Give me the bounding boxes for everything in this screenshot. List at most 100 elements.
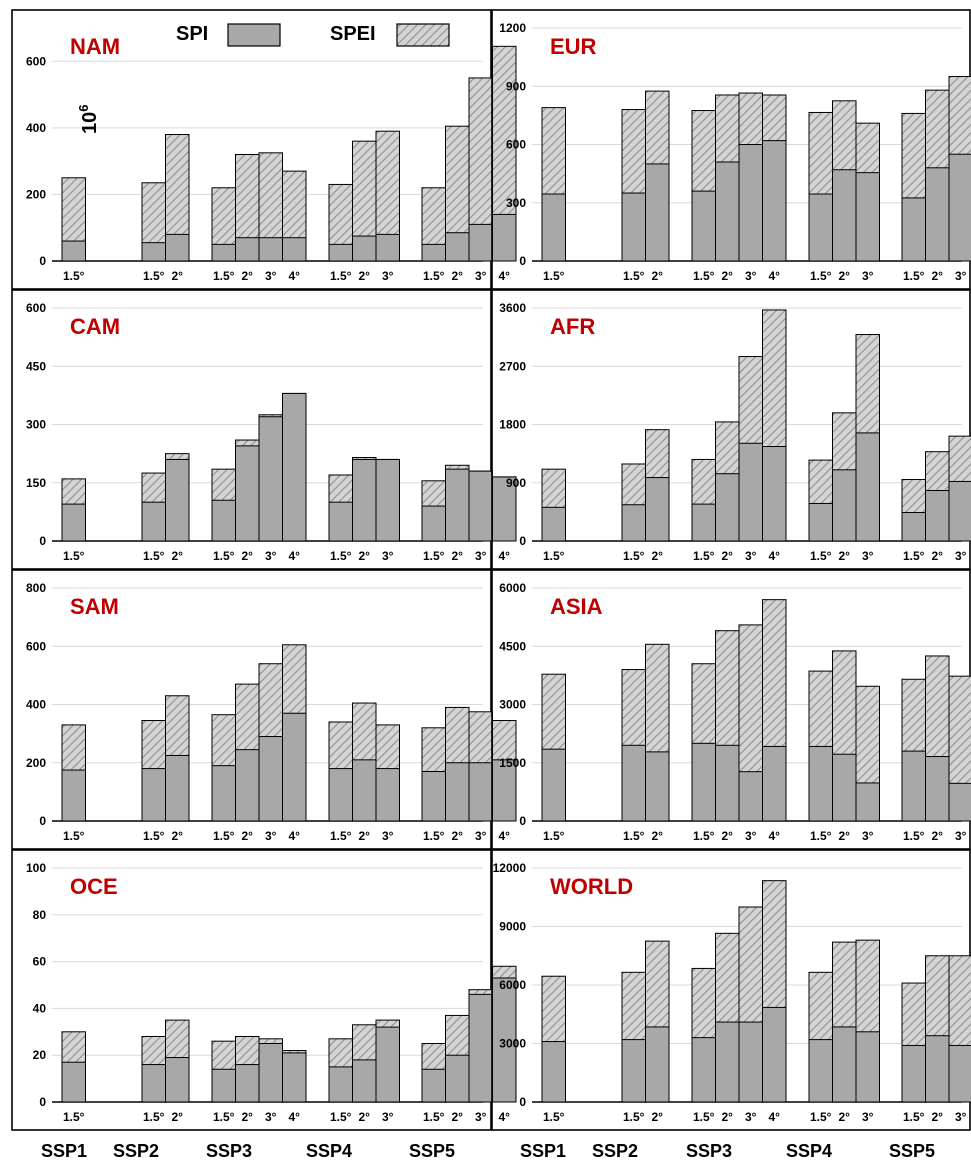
ssp-label-ssp4: SSP4 [786, 1141, 832, 1161]
panel-afr-spi-bar [762, 446, 787, 542]
ssp-label-ssp5: SSP5 [409, 1141, 455, 1161]
panel-sam-xtick-label: 4° [499, 829, 511, 843]
panel-nam-xtick-label: 3° [475, 269, 487, 283]
panel-asia-xtick-label: 2° [722, 829, 734, 843]
panel-sam-ytick-label: 400 [26, 698, 46, 712]
panel-nam-spi-bar [61, 240, 86, 262]
panel-cam-spi-bar [282, 392, 307, 542]
panel-nam-spi-bar [258, 237, 283, 262]
panel-afr-spi-bar [855, 432, 880, 542]
panel-afr-xtick-label: 1.5° [693, 549, 715, 563]
panel-nam-xtick-label: 2° [242, 269, 254, 283]
panel-afr-xtick-label: 2° [839, 549, 851, 563]
panel-sam-ytick-label: 200 [26, 756, 46, 770]
panel-oce-ytick-label: 20 [33, 1048, 47, 1062]
panel-world-ytick-label: 6000 [499, 978, 526, 992]
panel-oce-spi-bar [282, 1052, 307, 1103]
ssp-label-ssp3: SSP3 [206, 1141, 252, 1161]
panel-nam-region-label: NAM [70, 34, 120, 59]
panel-world-xtick-label: 1.5° [623, 1110, 645, 1124]
legend-spi-label: SPI [176, 23, 208, 45]
panel-oce-xtick-label: 3° [475, 1110, 487, 1124]
panel-nam-xtick-label: 1.5° [63, 269, 85, 283]
panel-eur-xtick-label: 1.5° [543, 269, 565, 283]
panel-cam-spi-bar [165, 458, 190, 542]
panel-asia-xtick-label: 3° [955, 829, 967, 843]
panel-oce-spi-bar [352, 1059, 377, 1103]
panel-nam-spi-bar [421, 243, 446, 262]
panel-asia-xtick-label: 1.5° [693, 829, 715, 843]
panel-nam-xtick-label: 4° [289, 269, 301, 283]
panel-oce-spi-bar [328, 1066, 353, 1103]
panel-nam: 0 200 400 600 1.5° 1.5° 2° 1.5° 2° 3° 4° 1.5° 2° 3° 1.… [11, 9, 517, 290]
panel-asia-xtick-label: 1.5° [543, 829, 565, 843]
panel-eur-spi-bar [762, 140, 787, 262]
panel-cam-spi-bar [421, 505, 446, 542]
panel-cam-xtick-label: 1.5° [423, 549, 445, 563]
panel-asia-spi-bar [645, 751, 670, 822]
panel-eur-ytick-label: 600 [506, 138, 526, 152]
panel-afr-xtick-label: 3° [862, 549, 874, 563]
panel-sam-xtick-label: 1.5° [143, 829, 165, 843]
panel-eur-xtick-label: 3° [745, 269, 757, 283]
panel-afr-xtick-label: 3° [955, 549, 967, 563]
panel-oce-spi-bar [165, 1057, 190, 1103]
panel-cam-ytick-label: 150 [26, 476, 46, 490]
panel-afr-spi-bar [621, 504, 646, 542]
panel-world-xtick-label: 2° [932, 1110, 944, 1124]
panel-cam-xtick-label: 1.5° [213, 549, 235, 563]
panel-cam-ytick-label: 0 [39, 534, 46, 548]
panel-eur-xtick-label: 3° [862, 269, 874, 283]
panel-cam-xtick-label: 2° [452, 549, 464, 563]
unit-label: 106 [76, 105, 101, 134]
panel-afr-border [491, 289, 971, 570]
panel-sam-xtick-label: 3° [475, 829, 487, 843]
panel-cam-xtick-label: 2° [359, 549, 371, 563]
panel-asia-xtick-label: 1.5° [623, 829, 645, 843]
panel-afr-spi-bar [691, 503, 716, 542]
panel-cam-xtick-label: 1.5° [330, 549, 352, 563]
panel-eur-spi-bar [715, 161, 740, 262]
panel-oce-ytick-label: 100 [26, 861, 46, 875]
panel-oce-spi-bar [468, 993, 493, 1103]
panel-sam-xtick-label: 3° [265, 829, 277, 843]
panel-eur-xtick-label: 1.5° [810, 269, 832, 283]
panel-asia-spi-bar [832, 753, 857, 822]
panel-oce-xtick-label: 2° [452, 1110, 464, 1124]
ssp-label-ssp1: SSP1 [41, 1141, 87, 1161]
panel-world-spi-bar [901, 1044, 926, 1103]
panel-world-xtick-label: 2° [652, 1110, 664, 1124]
panel-eur-spi-bar [925, 167, 950, 262]
panel-eur-xtick-label: 4° [769, 269, 781, 283]
panel-nam-spi-bar [282, 237, 307, 262]
panel-world-ytick-label: 9000 [499, 920, 526, 934]
panel-cam-spi-bar [258, 416, 283, 542]
panel-cam-spi-bar [211, 499, 236, 542]
panel-cam-xtick-label: 4° [499, 549, 511, 563]
panel-oce-xtick-label: 2° [172, 1110, 184, 1124]
panel-oce-region-label: OCE [70, 874, 118, 899]
panel-world-xtick-label: 3° [862, 1110, 874, 1124]
panel-cam-spi-bar [352, 458, 377, 542]
panel-nam-xtick-label: 1.5° [213, 269, 235, 283]
panel-oce-spi-bar [141, 1064, 166, 1103]
panel-sam-spi-bar [468, 762, 493, 822]
panel-oce-xtick-label: 3° [265, 1110, 277, 1124]
panel-sam-xtick-label: 4° [289, 829, 301, 843]
panel-eur-spi-bar [738, 144, 763, 262]
panel-eur-ytick-label: 0 [519, 254, 526, 268]
panel-afr-xtick-label: 2° [932, 549, 944, 563]
panel-oce-xtick-label: 3° [382, 1110, 394, 1124]
panel-nam-spi-bar [328, 243, 353, 262]
panel-cam-ytick-label: 300 [26, 418, 46, 432]
panel-world-ytick-label: 3000 [499, 1037, 526, 1051]
panel-oce-xtick-label: 1.5° [423, 1110, 445, 1124]
panel-cam-xtick-label: 2° [242, 549, 254, 563]
panel-eur-xtick-label: 3° [955, 269, 967, 283]
panel-cam-xtick-label: 3° [382, 549, 394, 563]
panel-sam-border [11, 569, 492, 850]
panel-cam-ytick-label: 600 [26, 301, 46, 315]
panel-sam-ytick-label: 0 [39, 814, 46, 828]
legend-spei-label: SPEI [330, 23, 376, 45]
